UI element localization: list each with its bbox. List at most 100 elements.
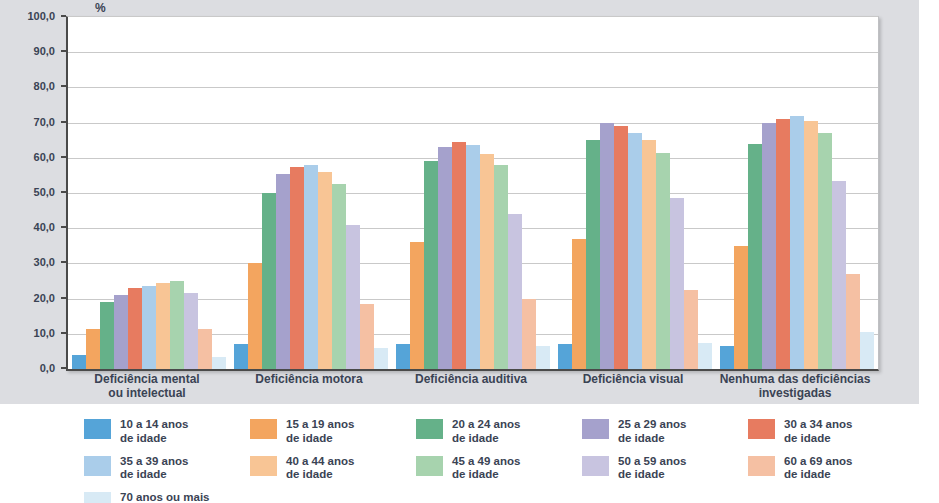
bar: [558, 344, 572, 369]
y-tick-label: 0,0: [40, 362, 55, 374]
chart-panel: % 100,0 90,0 80,0 70,0 60,0 50,0 40,0 30,0 20,0 1…: [0, 0, 919, 404]
y-tick-label: 50,0: [34, 186, 55, 198]
legend: 10 a 14 anos de idade 15 a 19 anos de ida…: [84, 418, 939, 503]
legend-item: 10 a 14 anos de idade: [84, 418, 250, 446]
bar: [508, 214, 522, 369]
y-tick-label: 90,0: [34, 45, 55, 57]
legend-item: 40 a 44 anos de idade: [250, 455, 416, 483]
bar: [114, 295, 128, 369]
legend-label: 60 a 69 anos de idade: [784, 455, 852, 483]
legend-swatch: [84, 492, 111, 503]
legend-label: 35 a 39 anos de idade: [120, 455, 188, 483]
y-axis-unit-label: %: [95, 1, 106, 15]
x-axis-label: Nenhuma das deficiências investigadas: [714, 373, 876, 401]
bar-group: [68, 17, 230, 369]
y-tick-label: 80,0: [34, 80, 55, 92]
legend-swatch: [748, 419, 775, 439]
legend-label: 20 a 24 anos de idade: [452, 418, 520, 446]
bar: [818, 133, 832, 369]
bar: [586, 140, 600, 369]
bar: [198, 329, 212, 369]
plot-area: [66, 16, 879, 371]
bar: [72, 355, 86, 369]
y-tick-label: 60,0: [34, 151, 55, 163]
bar: [248, 263, 262, 369]
legend-swatch: [416, 419, 443, 439]
bar: [318, 172, 332, 369]
bar: [262, 193, 276, 369]
bar: [212, 357, 226, 369]
legend-label: 40 a 44 anos de idade: [286, 455, 354, 483]
legend-swatch: [84, 456, 111, 476]
bar: [790, 116, 804, 369]
bar: [332, 184, 346, 369]
legend-item: 60 a 69 anos de idade: [748, 455, 914, 483]
legend-item: 35 a 39 anos de idade: [84, 455, 250, 483]
bar: [614, 126, 628, 369]
x-axis-label: Deficiência auditiva: [390, 373, 552, 401]
bar-group: [392, 17, 554, 369]
legend-label: 25 a 29 anos de idade: [618, 418, 686, 446]
legend-label: 30 a 34 anos de idade: [784, 418, 852, 446]
y-tick-label: 30,0: [34, 256, 55, 268]
legend-item: 70 anos ou mais de idade: [84, 491, 250, 503]
y-tick-label: 10,0: [34, 327, 55, 339]
legend-label: 15 a 19 anos de idade: [286, 418, 354, 446]
bar: [522, 299, 536, 369]
bar: [670, 198, 684, 369]
bar: [536, 346, 550, 369]
legend-label: 45 a 49 anos de idade: [452, 455, 520, 483]
bar: [452, 142, 466, 369]
bar: [776, 119, 790, 369]
bar: [684, 290, 698, 369]
y-tick-label: 100,0: [27, 10, 55, 22]
bar: [396, 344, 410, 369]
legend-item: 25 a 29 anos de idade: [582, 418, 748, 446]
bar: [698, 343, 712, 369]
y-tick-label: 70,0: [34, 116, 55, 128]
legend-item: 20 a 24 anos de idade: [416, 418, 582, 446]
bar: [720, 346, 734, 369]
bar: [480, 154, 494, 369]
bar: [494, 165, 508, 369]
legend-swatch: [250, 419, 277, 439]
bar: [628, 133, 642, 369]
bar: [466, 145, 480, 369]
bar: [170, 281, 184, 369]
legend-item: 50 a 59 anos de idade: [582, 455, 748, 483]
bar: [410, 242, 424, 369]
legend-label: 10 a 14 anos de idade: [120, 418, 188, 446]
bar: [374, 348, 388, 369]
legend-item: 30 a 34 anos de idade: [748, 418, 914, 446]
legend-swatch: [582, 456, 609, 476]
bar: [346, 225, 360, 369]
x-axis-label: Deficiência visual: [552, 373, 714, 401]
y-tick-label: 40,0: [34, 221, 55, 233]
legend-swatch: [250, 456, 277, 476]
legend-swatch: [84, 419, 111, 439]
legend-label: 70 anos ou mais de idade: [120, 491, 209, 503]
bar: [438, 147, 452, 369]
bar: [642, 140, 656, 369]
legend-item: 45 a 49 anos de idade: [416, 455, 582, 483]
bar: [156, 283, 170, 369]
bar-group: [230, 17, 392, 369]
legend-swatch: [416, 456, 443, 476]
y-tick-label: 20,0: [34, 292, 55, 304]
bar: [276, 174, 290, 369]
bar: [762, 123, 776, 369]
bar: [846, 274, 860, 369]
bar: [572, 239, 586, 369]
x-axis-label: Deficiência mental ou intelectual: [66, 373, 228, 401]
legend-item: 15 a 19 anos de idade: [250, 418, 416, 446]
bar-groups: [68, 17, 878, 369]
bar: [86, 329, 100, 369]
bar: [734, 246, 748, 369]
bar: [600, 123, 614, 369]
bar: [142, 286, 156, 369]
bar: [100, 302, 114, 369]
x-axis-labels: Deficiência mental ou intelectual Deficiê…: [66, 373, 876, 401]
legend-swatch: [748, 456, 775, 476]
legend-label: 50 a 59 anos de idade: [618, 455, 686, 483]
bar: [184, 293, 198, 369]
